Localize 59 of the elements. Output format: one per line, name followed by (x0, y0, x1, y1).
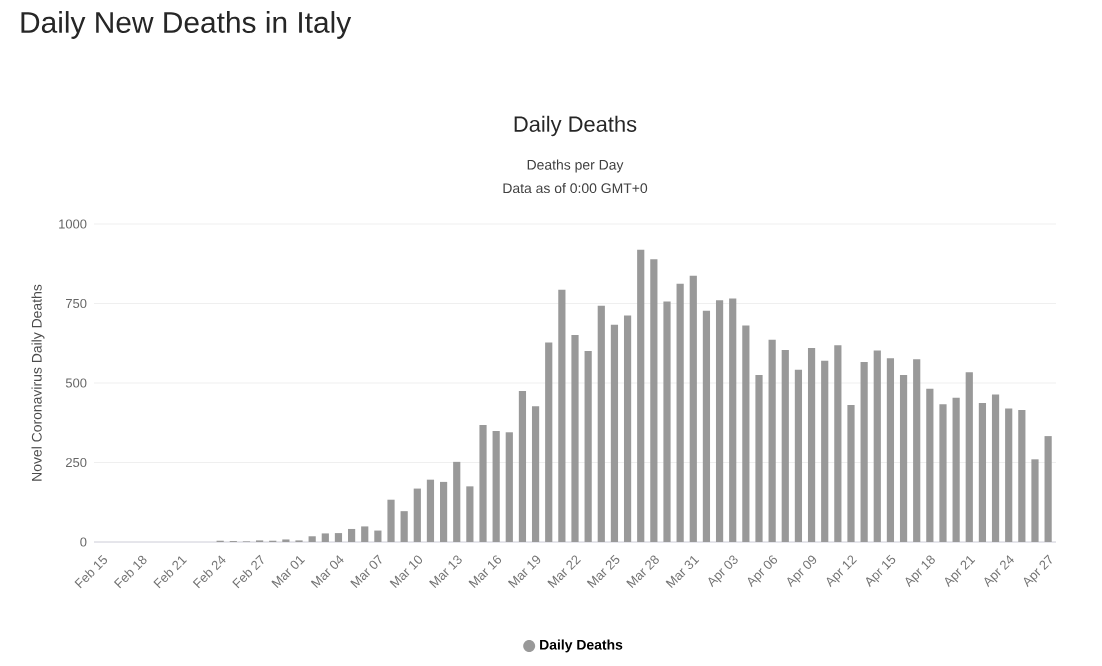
bar (321, 533, 329, 542)
bar (361, 526, 369, 542)
bar (768, 339, 776, 542)
bar (1018, 410, 1026, 542)
bar (492, 431, 500, 542)
bar (873, 350, 881, 542)
bar (1044, 436, 1052, 542)
bar (558, 289, 566, 542)
bar (834, 345, 842, 542)
bar (531, 406, 540, 542)
bar (742, 325, 750, 542)
bar (781, 349, 789, 542)
bar (610, 324, 619, 542)
bar (505, 432, 513, 542)
bar (347, 528, 356, 542)
bar (650, 259, 658, 542)
bar (545, 342, 553, 542)
bar (584, 350, 592, 542)
bar (702, 310, 711, 542)
bar (439, 481, 448, 542)
bar (374, 530, 382, 542)
bar (426, 479, 435, 542)
bar (913, 359, 921, 542)
bar (308, 536, 316, 542)
bar (991, 394, 1000, 542)
bar (1031, 459, 1039, 542)
bar (676, 283, 684, 542)
bar (978, 403, 987, 542)
bar (886, 358, 895, 542)
bar (689, 275, 697, 542)
bar (821, 360, 829, 542)
bar (334, 533, 343, 542)
bar (623, 315, 632, 542)
bar (400, 511, 408, 542)
bar (637, 249, 645, 542)
bar (729, 298, 737, 542)
bar (807, 348, 816, 542)
chart-title: Daily New Deaths in Italy (21, 11, 352, 39)
bar (518, 390, 527, 542)
bar (413, 488, 421, 542)
bar (715, 300, 724, 542)
bar (663, 301, 671, 542)
bar (479, 424, 487, 542)
bar (926, 388, 934, 542)
bar (1005, 408, 1013, 542)
bar (952, 397, 960, 542)
bar (453, 461, 461, 542)
bar (387, 499, 395, 542)
bar (939, 404, 947, 542)
bar (466, 486, 474, 542)
bar (847, 404, 855, 542)
bar (571, 334, 579, 542)
bar (794, 369, 803, 542)
bar (860, 362, 868, 542)
chart-subtitle: Daily Deaths (514, 115, 637, 137)
bar (597, 305, 605, 542)
bar (899, 375, 908, 542)
bar (755, 375, 763, 542)
bar (965, 372, 973, 542)
